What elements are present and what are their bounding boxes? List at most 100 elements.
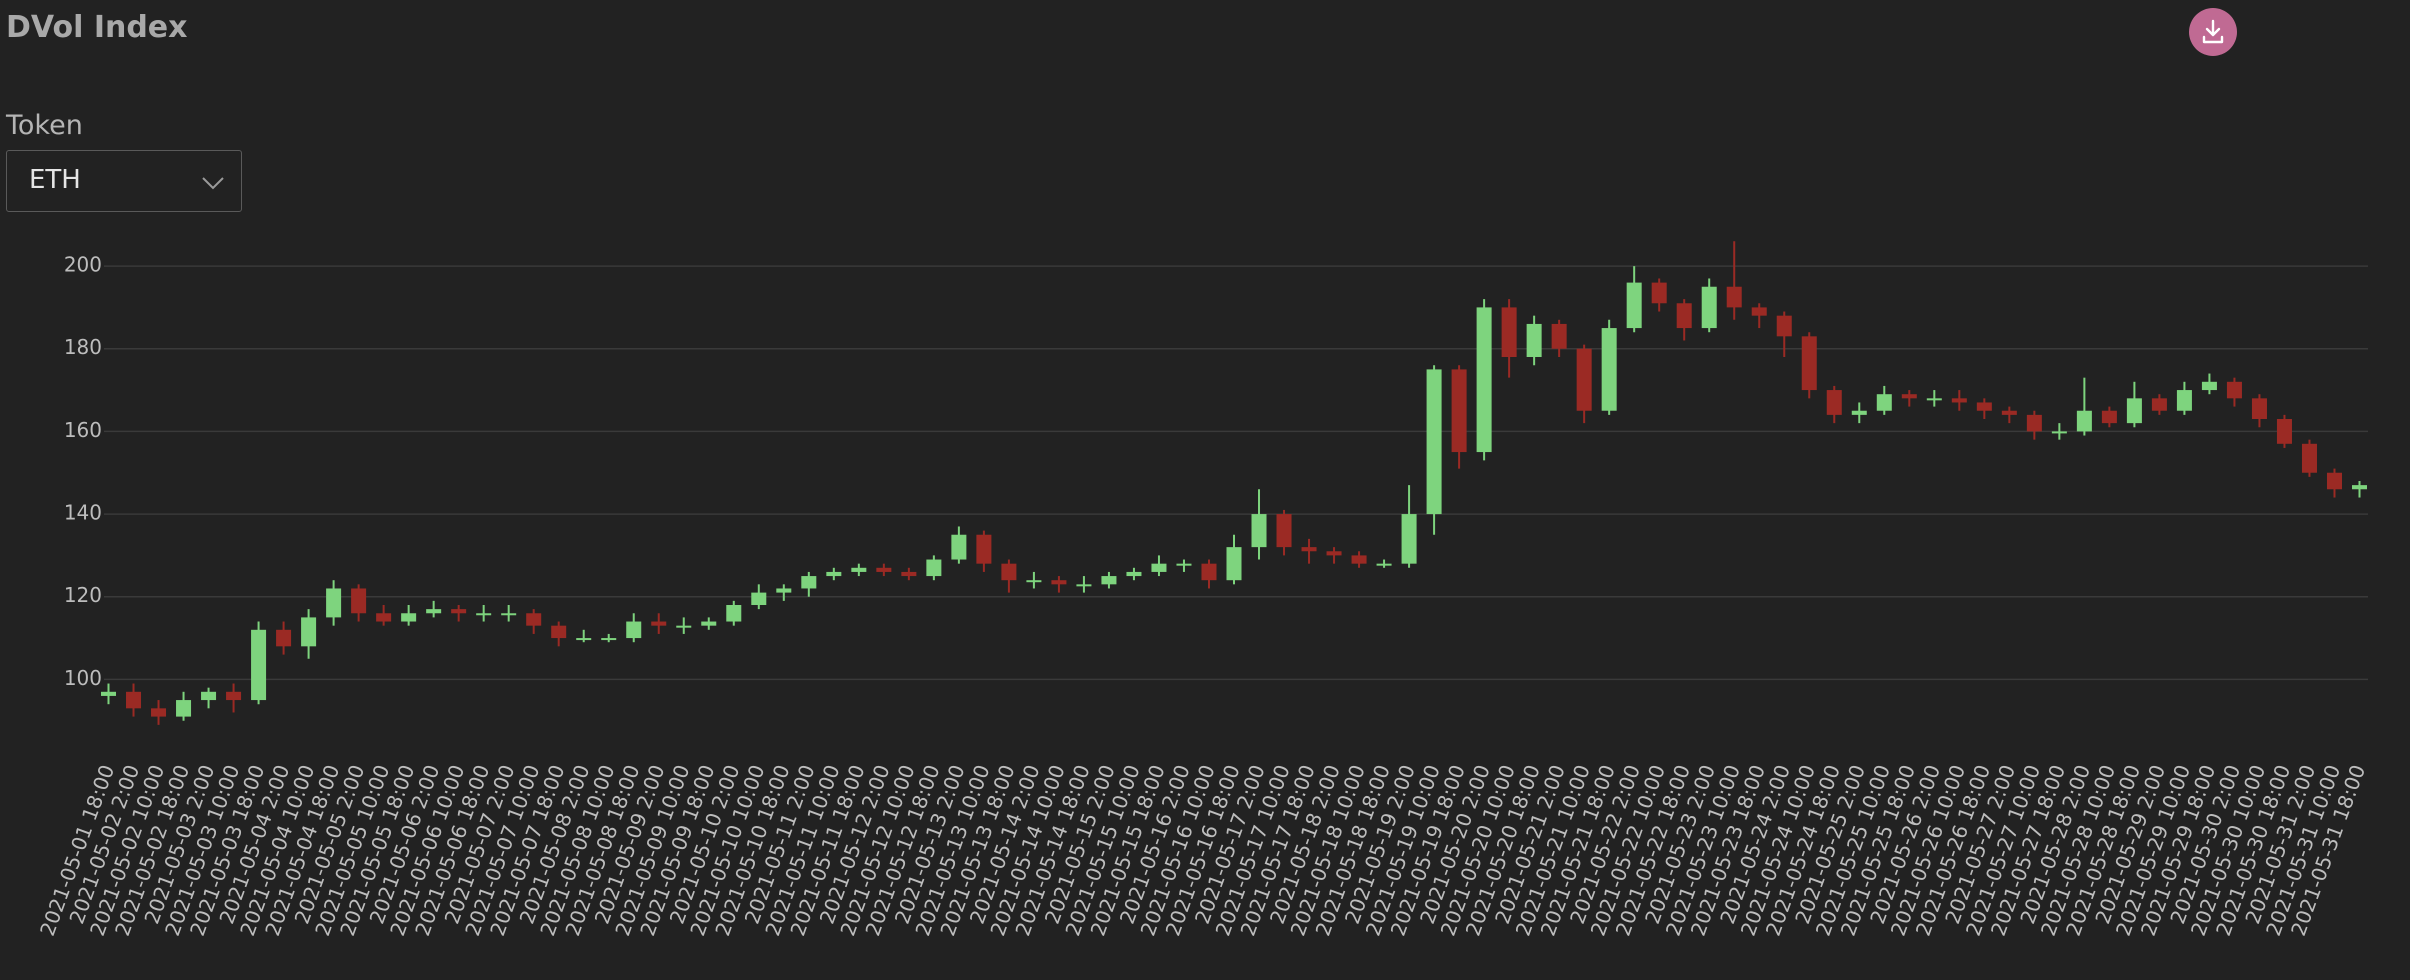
y-tick-label: 180	[64, 335, 102, 359]
candle-body	[301, 617, 317, 647]
y-tick-label: 200	[64, 253, 102, 277]
candle-body	[1726, 286, 1742, 308]
candle-body	[1851, 410, 1867, 415]
candle-body	[1951, 398, 1967, 403]
candle-body	[1551, 323, 1567, 349]
candle-body	[1301, 547, 1317, 552]
candle-body	[1251, 514, 1267, 548]
candle-body	[801, 576, 817, 589]
y-tick-label: 140	[64, 501, 102, 525]
candle-body	[1026, 580, 1042, 583]
candle-body	[1476, 307, 1492, 453]
candle-body	[1651, 282, 1667, 304]
candle-body	[2051, 431, 2067, 434]
candle-body	[2201, 381, 2217, 391]
candle-body	[2026, 414, 2042, 432]
candle-body	[2351, 485, 2367, 490]
candle-body	[201, 691, 217, 701]
y-tick-label: 120	[64, 583, 102, 607]
candle-body	[401, 613, 417, 622]
candle-body	[226, 691, 242, 701]
candle-body	[1451, 369, 1467, 453]
candle-body	[2126, 398, 2142, 424]
candle-body	[1901, 394, 1917, 399]
candle-body	[1101, 576, 1117, 585]
candle-body	[326, 588, 342, 618]
candle-body	[451, 609, 467, 614]
candle-body	[651, 621, 667, 626]
candle-body	[1976, 402, 1992, 411]
candle-body	[251, 629, 267, 701]
candle-body	[176, 700, 192, 717]
candle-body	[101, 691, 117, 696]
candle-body	[901, 571, 917, 577]
candle-body	[1151, 563, 1167, 572]
y-tick-label: 160	[64, 418, 102, 442]
candle-body	[1376, 563, 1392, 566]
candle-body	[2251, 398, 2267, 419]
candle-body	[1526, 323, 1542, 357]
candle-body	[1126, 571, 1142, 577]
candle-body	[776, 588, 792, 593]
candle-body	[1601, 328, 1617, 411]
candle-body	[1676, 303, 1692, 329]
candle-body	[1876, 394, 1892, 411]
candle-body	[676, 625, 692, 628]
token-value: ETH	[29, 165, 81, 195]
candle-body	[726, 605, 742, 622]
candle-body	[826, 571, 842, 577]
candle-body	[2226, 381, 2242, 399]
candle-body	[2001, 410, 2017, 415]
candle-body	[1401, 514, 1417, 564]
candle-body	[526, 613, 542, 626]
candle-body	[501, 613, 517, 616]
candle-body	[2076, 410, 2092, 432]
candle-body	[926, 559, 942, 577]
token-select[interactable]: ETH	[6, 150, 242, 212]
candle-body	[1426, 369, 1442, 515]
candle-body	[626, 621, 642, 639]
candle-body	[151, 708, 167, 717]
candle-body	[2276, 419, 2292, 444]
candle-body	[701, 621, 717, 626]
candle-body	[1751, 307, 1767, 316]
candle-body	[1926, 398, 1942, 401]
candle-body	[1701, 286, 1717, 329]
candle-body	[1276, 514, 1292, 548]
candle-body	[601, 638, 617, 641]
candle-body	[1801, 336, 1817, 391]
candle-body	[1626, 282, 1642, 329]
candle-body	[426, 609, 442, 614]
select-arrow	[202, 177, 224, 190]
y-tick-label: 100	[64, 666, 102, 690]
candle-body	[1351, 555, 1367, 564]
candle-body	[1826, 390, 1842, 415]
candle-body	[1201, 563, 1217, 581]
candle-body	[126, 691, 142, 709]
candle-body	[1576, 348, 1592, 411]
candle-body	[751, 592, 767, 605]
candle-body	[1226, 547, 1242, 581]
candle-body	[1001, 563, 1017, 581]
candle-body	[576, 638, 592, 641]
candle-body	[2151, 398, 2167, 411]
candle-body	[876, 567, 892, 572]
candle-body	[1051, 580, 1067, 585]
candle-body	[976, 534, 992, 564]
candle-body	[951, 534, 967, 560]
candle-body	[1501, 307, 1517, 357]
token-label: Token	[6, 110, 83, 141]
page-title: DVol Index	[6, 10, 188, 45]
download-button[interactable]	[2189, 8, 2237, 56]
candle-body	[2101, 410, 2117, 424]
candle-body	[2326, 472, 2342, 490]
candle-body	[851, 567, 867, 572]
candle-body	[2176, 390, 2192, 411]
candle-body	[376, 613, 392, 622]
download-icon	[2202, 19, 2224, 44]
candle-body	[2301, 443, 2317, 473]
candle-body	[551, 625, 567, 639]
candle-body	[1776, 315, 1792, 337]
